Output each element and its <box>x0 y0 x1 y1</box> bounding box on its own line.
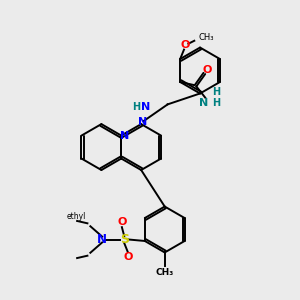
Text: S: S <box>120 233 129 246</box>
Text: H: H <box>132 102 140 112</box>
Text: H: H <box>212 87 220 97</box>
Text: N: N <box>138 117 147 127</box>
Text: N: N <box>141 102 151 112</box>
Text: O: O <box>181 40 190 50</box>
Text: O: O <box>117 218 127 227</box>
Text: H: H <box>212 98 220 108</box>
Text: CH₃: CH₃ <box>156 268 174 277</box>
Text: ethyl: ethyl <box>67 212 86 221</box>
Text: N: N <box>97 233 107 246</box>
Text: N: N <box>199 98 208 108</box>
Text: CH₃: CH₃ <box>199 33 214 42</box>
Text: N: N <box>120 130 129 141</box>
Text: O: O <box>203 65 212 75</box>
Text: O: O <box>123 252 132 262</box>
